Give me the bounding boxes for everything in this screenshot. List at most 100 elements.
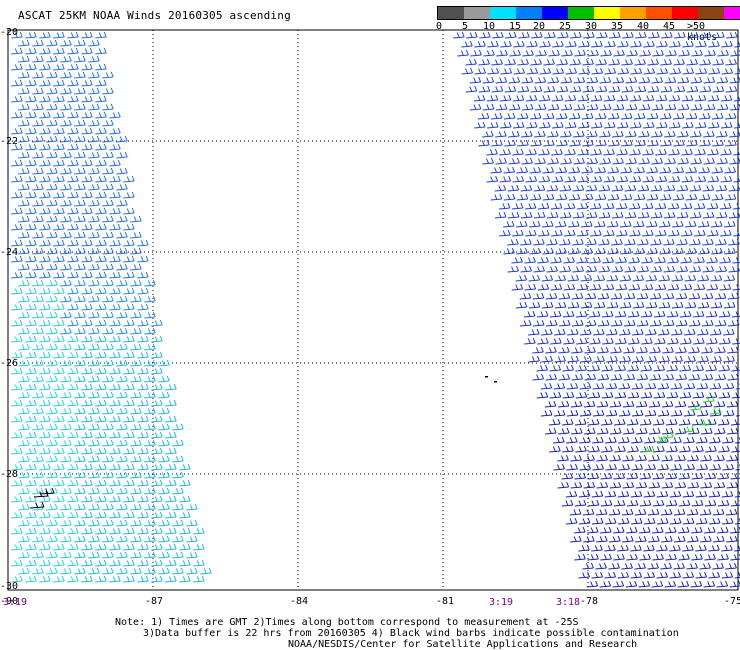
wind-barb <box>716 76 729 84</box>
wind-barb <box>599 157 611 165</box>
wind-barb <box>503 166 515 174</box>
wind-barb <box>626 499 639 507</box>
wind-barb <box>597 292 610 300</box>
wind-barb <box>88 471 100 479</box>
wind-barb <box>556 58 568 66</box>
wind-barb <box>633 247 645 255</box>
wind-barb <box>636 292 649 300</box>
wind-barb <box>53 191 65 199</box>
wind-barb <box>32 391 44 399</box>
wind-barb <box>687 400 700 408</box>
legend-swatch <box>594 7 620 19</box>
wind-barb <box>568 112 581 120</box>
wind-barb <box>539 40 551 48</box>
wind-barb <box>538 229 550 237</box>
wind-barb <box>603 229 615 237</box>
wind-barb <box>520 265 532 273</box>
wind-barb <box>554 301 567 309</box>
wind-barb <box>172 423 184 431</box>
wind-barb <box>697 274 710 282</box>
wind-barb <box>544 400 557 408</box>
wind-barb <box>11 479 23 487</box>
wind-barb <box>557 400 570 408</box>
wind-barb <box>610 346 622 354</box>
wind-barb <box>630 517 643 525</box>
wind-barb <box>39 543 51 551</box>
wind-barb <box>473 94 486 102</box>
wind-barb <box>614 310 627 318</box>
wind-barb <box>482 76 495 84</box>
wind-barb <box>631 436 643 444</box>
wind-barb <box>716 130 728 138</box>
wind-barb <box>629 94 642 102</box>
wind-barb <box>541 274 554 282</box>
wind-barb <box>697 328 709 336</box>
wind-barb <box>584 292 597 300</box>
wind-barb <box>39 159 51 167</box>
wind-barb <box>53 463 65 471</box>
wind-barb <box>704 472 717 480</box>
wind-barb <box>609 481 622 489</box>
wind-barb <box>46 343 58 351</box>
wind-barb <box>706 337 718 345</box>
wind-barb <box>541 301 554 309</box>
wind-barb <box>589 337 601 345</box>
wind-barb <box>653 364 665 372</box>
wind-barb <box>11 191 23 199</box>
wind-barb <box>640 391 653 399</box>
wind-barb <box>670 436 682 444</box>
wind-barb <box>654 337 666 345</box>
wind-barb <box>554 355 566 363</box>
wind-barb <box>608 508 621 516</box>
wind-barb <box>671 355 683 363</box>
wind-barb <box>95 31 107 39</box>
wind-barb <box>726 454 738 462</box>
wind-barb <box>491 85 504 93</box>
wind-barb <box>643 121 655 129</box>
wind-barb <box>39 511 51 519</box>
wind-barb <box>711 247 723 255</box>
wind-barb <box>637 238 649 246</box>
wind-barb <box>88 247 100 255</box>
wind-barb <box>630 544 642 552</box>
wind-barb <box>18 167 30 175</box>
wind-barb <box>648 400 661 408</box>
wind-barb <box>74 183 86 191</box>
wind-barb <box>585 238 597 246</box>
wind-barb <box>684 328 696 336</box>
wind-barb <box>571 346 583 354</box>
wind-barb <box>695 571 708 579</box>
wind-barb <box>669 571 682 579</box>
wind-barb <box>545 373 558 381</box>
wind-barb <box>648 535 660 543</box>
wind-barb <box>39 207 51 215</box>
wind-barb <box>600 553 612 561</box>
wind-barb <box>716 103 729 111</box>
wind-barb <box>95 271 107 279</box>
wind-barb <box>116 135 128 143</box>
wind-barb <box>566 436 578 444</box>
wind-barb <box>130 263 142 271</box>
wind-barb <box>18 503 30 511</box>
wind-barb <box>528 301 541 309</box>
wind-barb <box>554 274 567 282</box>
contamination-mark <box>494 381 497 383</box>
wind-barb <box>60 295 72 303</box>
wind-barb <box>39 367 51 375</box>
wind-barb <box>715 184 728 192</box>
wind-barb <box>555 247 567 255</box>
wind-barb <box>710 301 723 309</box>
wind-barb <box>123 463 135 471</box>
wind-barb <box>545 346 557 354</box>
wind-barb <box>46 199 58 207</box>
wind-barb <box>67 239 79 247</box>
wind-barb <box>39 127 51 135</box>
wind-barb <box>130 567 142 575</box>
wind-barb <box>39 271 51 279</box>
wind-barb <box>46 151 58 159</box>
wind-barb <box>130 503 142 511</box>
wind-barb <box>604 544 616 552</box>
wind-barb <box>25 559 37 567</box>
wind-barb <box>529 193 542 201</box>
wind-barb <box>67 191 79 199</box>
